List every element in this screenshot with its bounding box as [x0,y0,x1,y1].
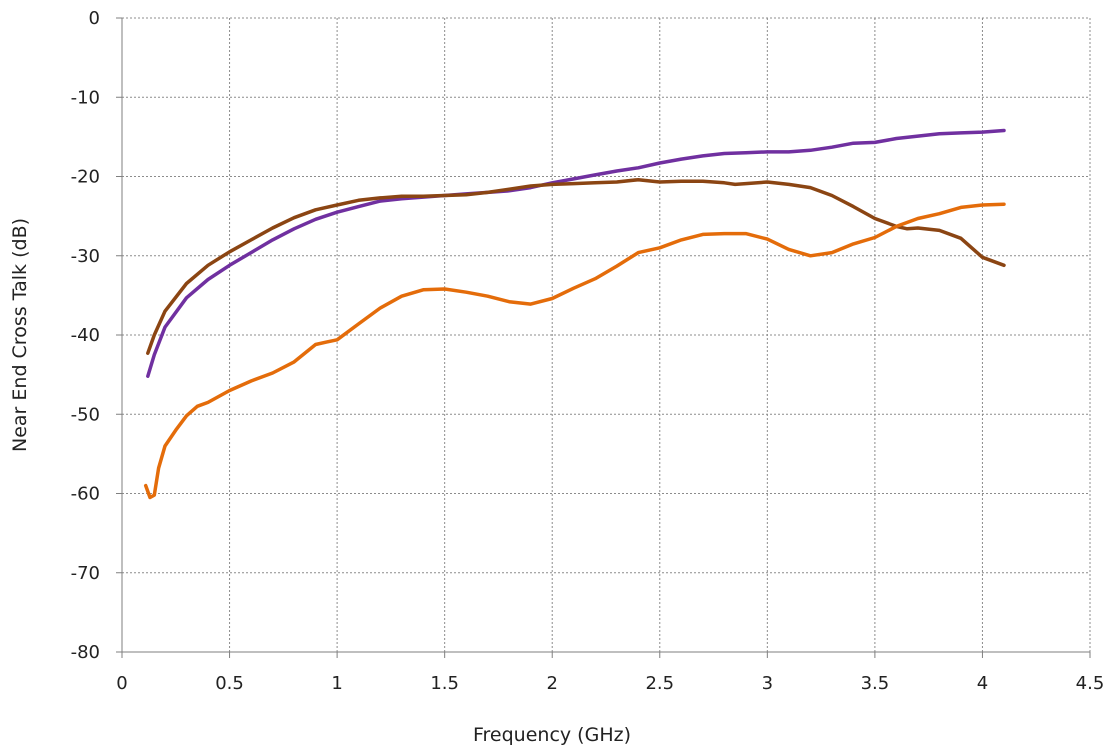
x-tick-label: 2 [546,673,557,694]
x-tick-label: 4 [977,673,988,694]
x-tick-label: 4.5 [1076,673,1105,694]
y-axis-title: Near End Cross Talk (dB) [9,218,31,452]
x-tick-label: 0 [116,673,127,694]
x-tick-label: 3.5 [861,673,890,694]
x-tick-label: 0.5 [215,673,244,694]
series-line-1 [146,128,1006,378]
y-tick-label: -20 [71,167,100,188]
x-tick-label: 1 [331,673,342,694]
y-tick-label: -10 [71,87,100,108]
axes [116,17,1091,658]
series-lines [143,128,1006,500]
series-line-3 [143,202,1006,500]
y-tick-label: 0 [89,8,100,29]
y-tick-label: -30 [71,246,100,267]
x-tick-label: 2.5 [645,673,674,694]
grid [122,17,1091,652]
x-tick-label: 3 [762,673,773,694]
y-tick-label: -70 [71,563,100,584]
x-tick-label: 1.5 [430,673,459,694]
y-tick-label: -40 [71,325,100,346]
y-tick-label: -50 [71,404,100,425]
x-tick-labels: 0 0.5 1 1.5 2 2.5 3 3.5 4 4.5 [116,673,1104,694]
series-line-2 [146,177,1006,355]
x-axis-title: Frequency (GHz) [473,724,631,746]
y-tick-labels: 0 -10 -20 -30 -40 -50 -60 -70 -80 [71,8,100,663]
y-tick-label: -60 [71,484,100,505]
y-tick-label: -80 [71,642,100,663]
